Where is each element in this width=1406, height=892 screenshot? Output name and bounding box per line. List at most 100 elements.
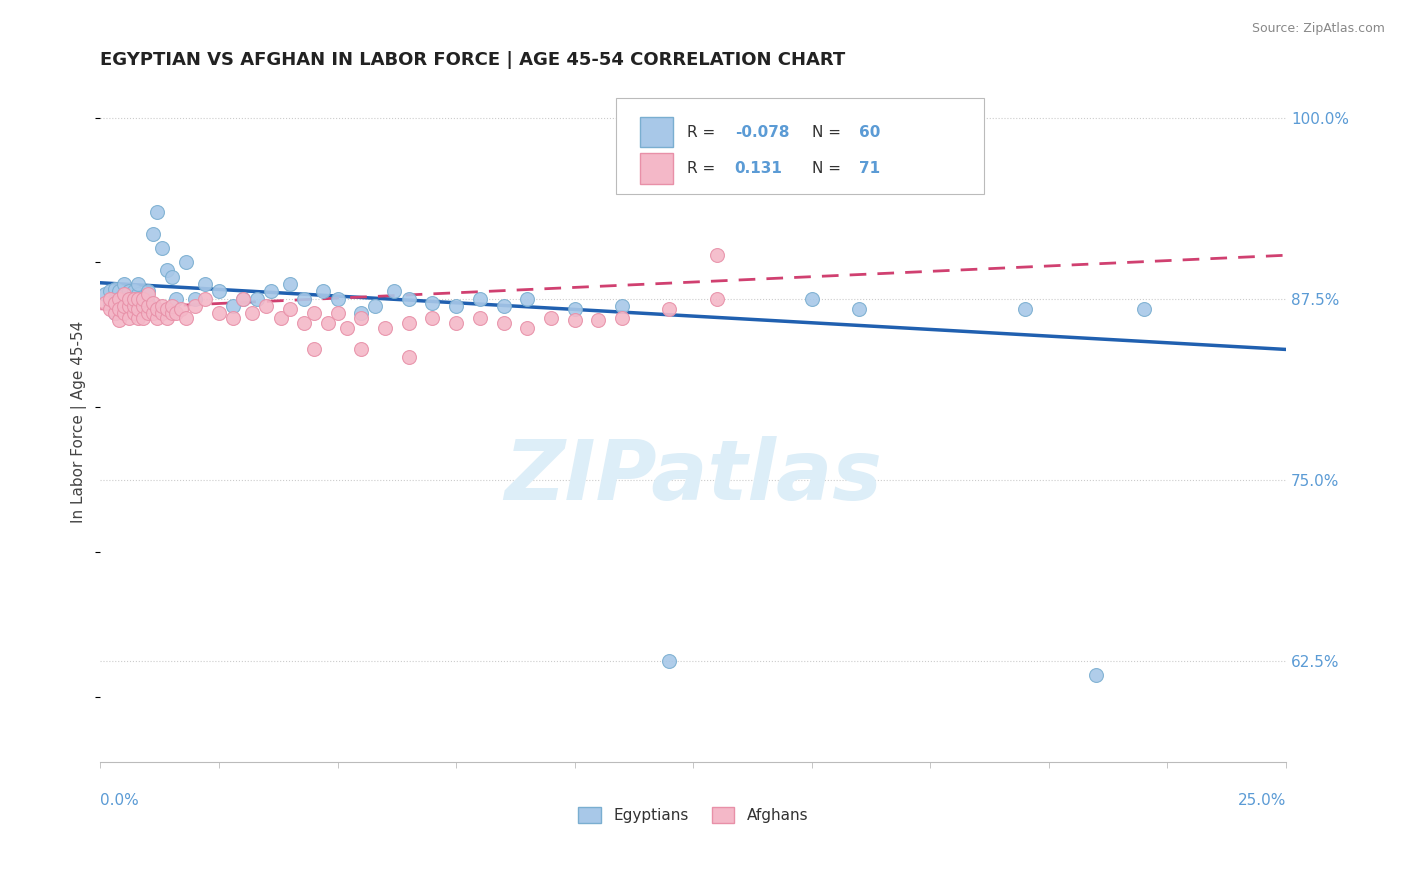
Point <box>98 292 121 306</box>
Point <box>800 292 823 306</box>
Point <box>104 296 127 310</box>
Point <box>150 299 173 313</box>
Text: ZIPatlas: ZIPatlas <box>505 436 882 516</box>
Text: -0.078: -0.078 <box>735 125 789 139</box>
Legend: Egyptians, Afghans: Egyptians, Afghans <box>578 807 808 823</box>
Point <box>136 287 159 301</box>
Point <box>132 292 155 306</box>
Point <box>108 299 131 313</box>
Point <box>1085 668 1108 682</box>
Point <box>118 292 141 306</box>
Point <box>165 306 187 320</box>
Point <box>194 292 217 306</box>
Point <box>706 248 728 262</box>
Point <box>127 292 149 306</box>
Point <box>232 292 254 306</box>
Point <box>422 296 444 310</box>
Point <box>150 241 173 255</box>
Point <box>160 270 183 285</box>
Point <box>136 306 159 320</box>
Point <box>127 301 149 316</box>
Point <box>492 317 515 331</box>
Point <box>156 301 179 316</box>
Point <box>444 299 467 313</box>
Point <box>150 306 173 320</box>
Point <box>94 296 117 310</box>
Point <box>706 292 728 306</box>
Point <box>208 306 231 320</box>
Text: N =: N = <box>811 125 845 139</box>
Point <box>610 310 633 325</box>
Point <box>118 299 141 313</box>
Text: R =: R = <box>688 161 720 176</box>
Point <box>516 292 538 306</box>
Point <box>118 299 141 313</box>
Point <box>540 310 562 325</box>
Point <box>350 343 373 357</box>
Point <box>184 299 207 313</box>
Point <box>136 296 159 310</box>
Point <box>142 306 165 320</box>
Point <box>1014 301 1036 316</box>
Point <box>194 277 217 292</box>
Point <box>246 292 269 306</box>
Point <box>444 317 467 331</box>
Point <box>326 292 349 306</box>
Point <box>492 299 515 313</box>
Point <box>232 292 254 306</box>
Point <box>127 292 149 306</box>
Point <box>127 277 149 292</box>
Text: 25.0%: 25.0% <box>1237 793 1286 808</box>
Point <box>165 292 187 306</box>
Point <box>112 287 135 301</box>
Point <box>302 343 325 357</box>
Point <box>848 301 870 316</box>
Point <box>142 296 165 310</box>
Point <box>112 306 135 320</box>
Point <box>156 262 179 277</box>
Point <box>122 306 145 320</box>
Point <box>422 310 444 325</box>
Text: N =: N = <box>811 161 845 176</box>
Point <box>658 654 681 668</box>
Point <box>122 296 145 310</box>
Point <box>136 299 159 313</box>
Point <box>254 299 277 313</box>
Point <box>104 292 127 306</box>
Point <box>108 292 131 306</box>
Point <box>112 277 135 292</box>
Point <box>127 287 149 301</box>
Point <box>132 292 155 306</box>
Text: Source: ZipAtlas.com: Source: ZipAtlas.com <box>1251 22 1385 36</box>
Point <box>118 285 141 299</box>
Point <box>127 310 149 325</box>
Point <box>278 301 301 316</box>
Point <box>316 317 339 331</box>
Point <box>94 287 117 301</box>
Point <box>122 299 145 313</box>
Point <box>104 306 127 320</box>
Point <box>1132 301 1154 316</box>
Point <box>312 285 335 299</box>
Point <box>610 299 633 313</box>
Point <box>468 310 491 325</box>
FancyBboxPatch shape <box>616 98 984 194</box>
Point <box>146 301 169 316</box>
Point <box>384 285 406 299</box>
Point <box>122 285 145 299</box>
Point <box>174 255 197 269</box>
Text: EGYPTIAN VS AFGHAN IN LABOR FORCE | AGE 45-54 CORRELATION CHART: EGYPTIAN VS AFGHAN IN LABOR FORCE | AGE … <box>100 51 845 69</box>
Point <box>132 299 155 313</box>
Point <box>98 285 121 299</box>
Point <box>270 310 292 325</box>
Point <box>208 285 231 299</box>
Point <box>588 313 610 327</box>
Point <box>350 306 373 320</box>
Point <box>302 306 325 320</box>
Text: R =: R = <box>688 125 720 139</box>
Point <box>174 310 197 325</box>
Point <box>336 320 359 334</box>
Point <box>118 292 141 306</box>
Point <box>118 310 141 325</box>
Point <box>160 299 183 313</box>
